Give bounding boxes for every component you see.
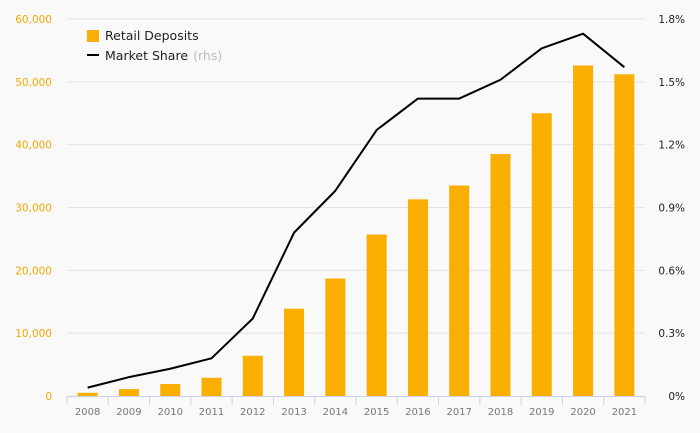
x-tick-label: 2017 bbox=[446, 407, 471, 418]
left-tick-label: 30,000 bbox=[15, 203, 52, 215]
legend: Retail Deposits Market Share (rhs) bbox=[87, 28, 222, 64]
bar-retail-deposits-2018 bbox=[490, 154, 511, 396]
bar-retail-deposits-2014 bbox=[325, 278, 346, 396]
x-tick-label: 2020 bbox=[570, 407, 595, 418]
bar-retail-deposits-2011 bbox=[201, 377, 222, 396]
left-tick-label: 20,000 bbox=[15, 265, 52, 277]
market-share-line-group bbox=[87, 32, 625, 389]
left-tick-label: 10,000 bbox=[15, 328, 52, 340]
market-share-line bbox=[87, 32, 625, 389]
left-tick-label: 0 bbox=[45, 391, 52, 403]
legend-label-retail-deposits: Retail Deposits bbox=[105, 28, 199, 43]
bar-retail-deposits-2020 bbox=[573, 65, 594, 396]
x-tick-label: 2018 bbox=[488, 407, 513, 418]
right-tick-label: 0% bbox=[668, 391, 685, 403]
x-tick-label: 2011 bbox=[199, 407, 224, 418]
bar-retail-deposits-2013 bbox=[284, 308, 305, 396]
bar-retail-deposits-2008 bbox=[77, 392, 98, 396]
x-tick-label: 2021 bbox=[612, 407, 637, 418]
bar-retail-deposits-2017 bbox=[449, 185, 470, 396]
bar-retail-deposits-2010 bbox=[160, 384, 181, 396]
bar-retail-deposits-2012 bbox=[242, 355, 263, 396]
x-tick-label: 2013 bbox=[281, 407, 306, 418]
axes: 0 0% 10,000 0.3% 20,000 0.6% 30,000 0.9% 40,000 1… bbox=[15, 14, 685, 418]
x-tick-label: 2010 bbox=[157, 407, 182, 418]
right-tick-label: 1.5% bbox=[658, 77, 685, 89]
right-tick-label: 0.6% bbox=[658, 265, 685, 277]
legend-swatch-retail-deposits bbox=[87, 30, 99, 42]
bar-retail-deposits-2021 bbox=[614, 74, 635, 396]
x-tick-label: 2008 bbox=[75, 407, 100, 418]
left-tick-label: 60,000 bbox=[15, 14, 52, 26]
right-tick-label: 1.2% bbox=[658, 140, 685, 152]
x-tick-label: 2012 bbox=[240, 407, 265, 418]
bar-retail-deposits-2016 bbox=[407, 199, 428, 396]
x-tick-label: 2019 bbox=[529, 407, 554, 418]
bar-retail-deposits-2015 bbox=[366, 234, 387, 396]
x-tick-label: 2014 bbox=[323, 407, 348, 418]
bars bbox=[77, 65, 635, 396]
gridlines bbox=[67, 18, 645, 334]
left-tick-label: 50,000 bbox=[15, 77, 52, 89]
x-tick-label: 2009 bbox=[116, 407, 141, 418]
right-tick-label: 0.9% bbox=[658, 203, 685, 215]
bar-retail-deposits-2009 bbox=[118, 389, 139, 396]
bar-retail-deposits-2019 bbox=[531, 113, 552, 396]
right-tick-label: 1.8% bbox=[658, 14, 685, 26]
x-tick-label: 2015 bbox=[364, 407, 389, 418]
right-tick-label: 0.3% bbox=[658, 328, 685, 340]
left-tick-label: 40,000 bbox=[15, 140, 52, 152]
legend-label-market-share: Market Share (rhs) bbox=[105, 45, 222, 64]
x-tick-label: 2016 bbox=[405, 407, 430, 418]
